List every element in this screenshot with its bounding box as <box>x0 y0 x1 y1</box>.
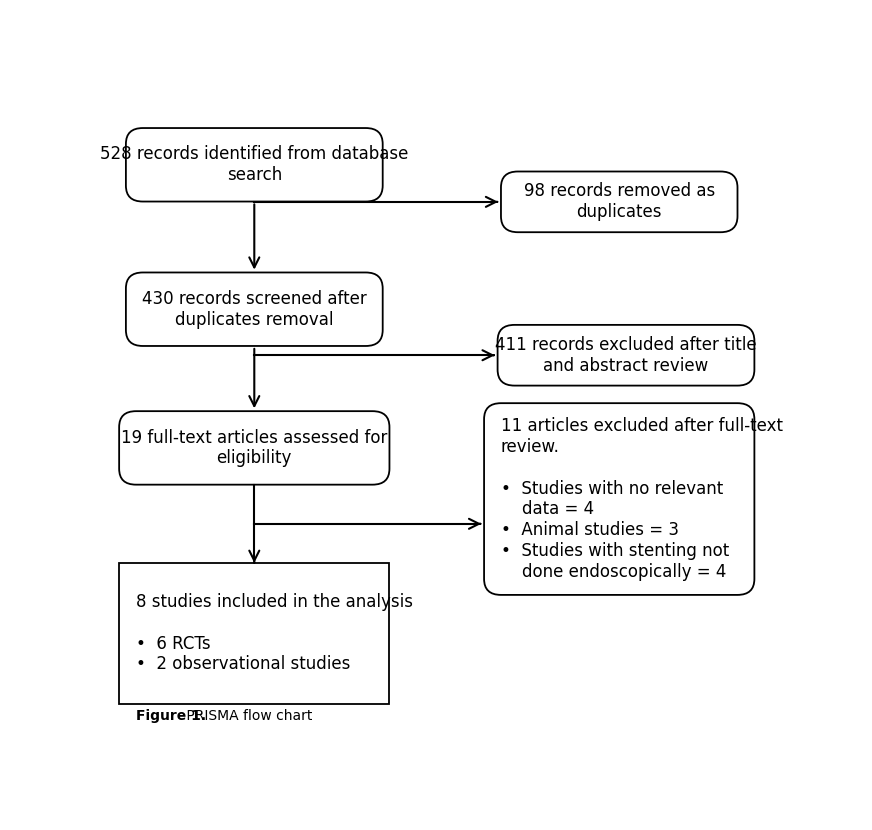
Text: 98 records removed as
duplicates: 98 records removed as duplicates <box>523 183 715 222</box>
Text: 411 records excluded after title
and abstract review: 411 records excluded after title and abs… <box>495 336 757 374</box>
FancyBboxPatch shape <box>501 172 738 232</box>
FancyBboxPatch shape <box>498 325 754 386</box>
FancyBboxPatch shape <box>484 403 754 595</box>
FancyBboxPatch shape <box>119 563 390 704</box>
Text: 528 records identified from database
search: 528 records identified from database sea… <box>100 145 408 184</box>
Text: 8 studies included in the analysis

•  6 RCTs
•  2 observational studies: 8 studies included in the analysis • 6 R… <box>136 593 413 673</box>
FancyBboxPatch shape <box>119 411 390 485</box>
FancyBboxPatch shape <box>126 272 383 346</box>
FancyBboxPatch shape <box>126 128 383 202</box>
Text: Figure 1.: Figure 1. <box>136 709 206 723</box>
Text: 430 records screened after
duplicates removal: 430 records screened after duplicates re… <box>142 290 366 329</box>
Text: 11 articles excluded after full-text
review.

•  Studies with no relevant
    da: 11 articles excluded after full-text rev… <box>501 417 783 581</box>
Text: PRISMA flow chart: PRISMA flow chart <box>182 709 312 723</box>
Text: 19 full-text articles assessed for
eligibility: 19 full-text articles assessed for eligi… <box>121 428 387 467</box>
